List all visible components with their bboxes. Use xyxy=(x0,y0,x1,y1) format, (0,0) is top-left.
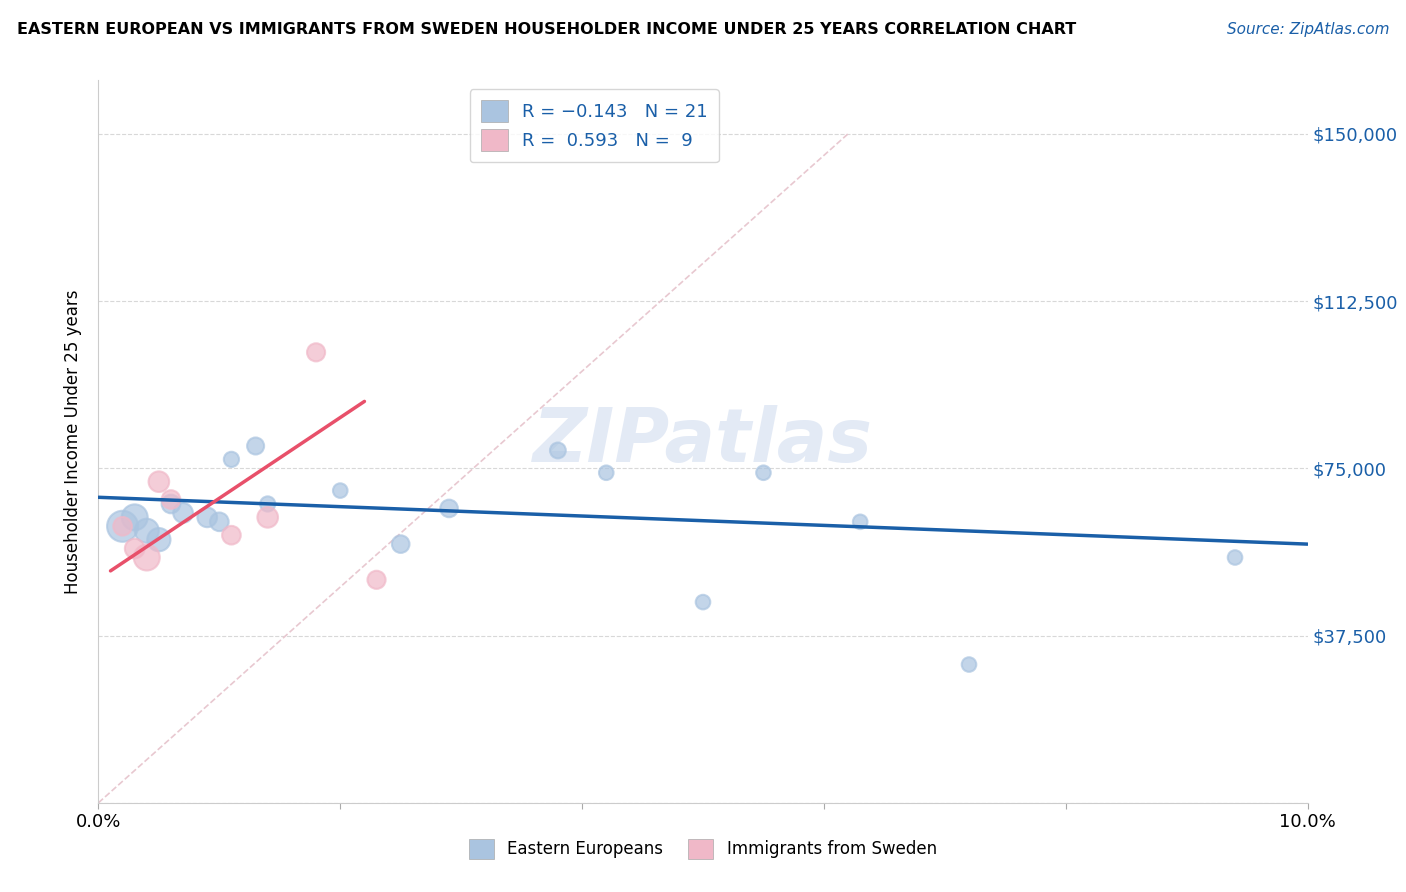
Point xyxy=(221,452,243,467)
Point xyxy=(135,524,157,538)
Point xyxy=(111,519,134,533)
Point xyxy=(135,550,157,565)
Point xyxy=(172,506,194,520)
Point xyxy=(148,475,170,489)
Point xyxy=(305,345,328,359)
Point xyxy=(256,497,278,511)
Point xyxy=(124,541,146,556)
Point xyxy=(595,466,617,480)
Point xyxy=(957,657,980,672)
Point xyxy=(111,519,134,533)
Point xyxy=(124,510,146,524)
Legend: R = −0.143   N = 21, R =  0.593   N =  9: R = −0.143 N = 21, R = 0.593 N = 9 xyxy=(470,89,718,162)
Point xyxy=(148,533,170,547)
Legend: Eastern Europeans, Immigrants from Sweden: Eastern Europeans, Immigrants from Swede… xyxy=(463,832,943,866)
Point xyxy=(366,573,388,587)
Point xyxy=(245,439,267,453)
Text: Source: ZipAtlas.com: Source: ZipAtlas.com xyxy=(1226,22,1389,37)
Point xyxy=(692,595,714,609)
Point xyxy=(547,443,569,458)
Point xyxy=(195,510,218,524)
Text: ZIPatlas: ZIPatlas xyxy=(533,405,873,478)
Point xyxy=(160,497,183,511)
Point xyxy=(256,510,278,524)
Point xyxy=(160,492,183,507)
Point xyxy=(389,537,412,551)
Point xyxy=(752,466,775,480)
Point xyxy=(208,515,231,529)
Point xyxy=(1223,550,1246,565)
Point xyxy=(221,528,243,542)
Point xyxy=(849,515,872,529)
Y-axis label: Householder Income Under 25 years: Householder Income Under 25 years xyxy=(65,289,83,594)
Point xyxy=(437,501,460,516)
Text: EASTERN EUROPEAN VS IMMIGRANTS FROM SWEDEN HOUSEHOLDER INCOME UNDER 25 YEARS COR: EASTERN EUROPEAN VS IMMIGRANTS FROM SWED… xyxy=(17,22,1076,37)
Point xyxy=(329,483,352,498)
